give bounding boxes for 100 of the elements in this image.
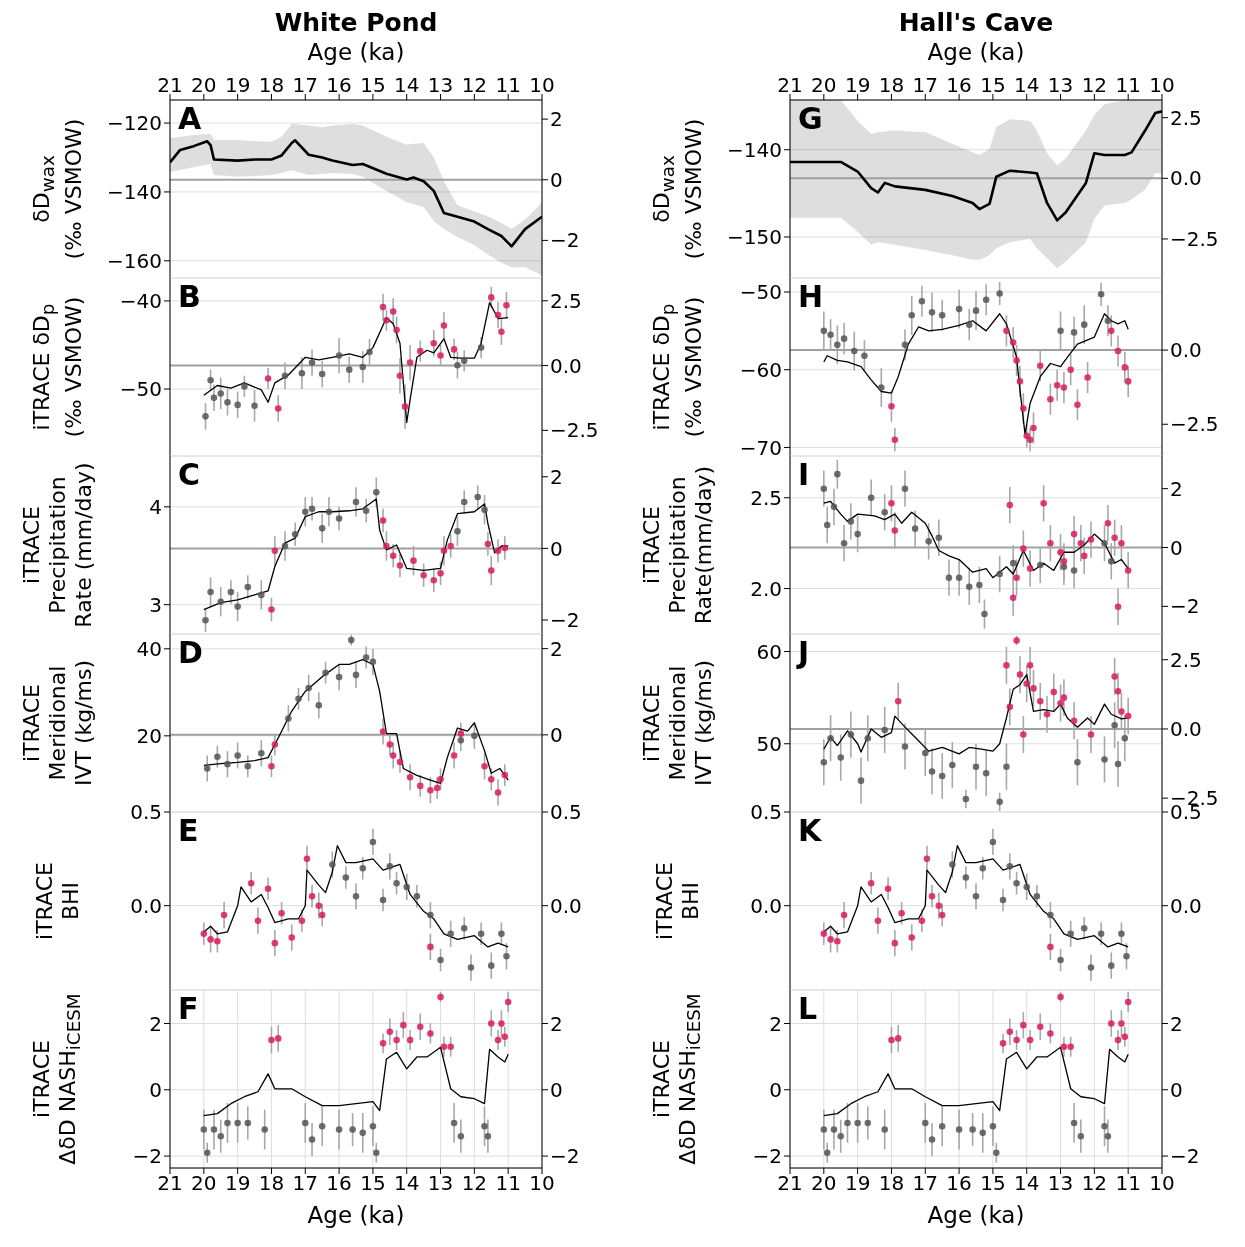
point xyxy=(430,576,438,584)
annotation: G xyxy=(798,101,823,136)
point xyxy=(979,864,987,872)
x-tick-label: 20 xyxy=(811,1171,837,1196)
y-tick-label: 50 xyxy=(756,731,782,756)
point xyxy=(1009,559,1017,567)
point xyxy=(989,838,997,846)
point xyxy=(894,698,902,705)
annotation: C xyxy=(178,457,201,492)
point xyxy=(827,734,834,742)
point xyxy=(925,538,932,545)
point xyxy=(972,893,980,900)
point xyxy=(420,572,427,579)
point xyxy=(1006,501,1014,509)
point xyxy=(840,911,848,919)
point xyxy=(498,1020,505,1027)
point xyxy=(244,583,252,591)
point xyxy=(366,348,373,356)
point xyxy=(1107,1020,1115,1027)
point xyxy=(427,911,434,919)
point xyxy=(315,702,323,709)
point xyxy=(487,962,495,969)
y2-tick-label: 2.5 xyxy=(550,288,582,313)
point xyxy=(498,328,505,336)
y2-tick-label: −2.5 xyxy=(1170,412,1219,437)
point xyxy=(1107,962,1115,969)
point xyxy=(935,902,943,909)
point xyxy=(503,302,510,309)
x-tick-label: 13 xyxy=(427,1171,454,1196)
point xyxy=(928,893,936,900)
point xyxy=(949,761,956,769)
point xyxy=(928,768,936,775)
point xyxy=(1016,671,1024,678)
point xyxy=(1036,698,1044,705)
y-tick-label: 0.0 xyxy=(130,893,162,918)
point xyxy=(258,591,265,599)
point xyxy=(827,936,834,943)
point xyxy=(379,728,387,735)
point xyxy=(1104,317,1112,325)
point xyxy=(1023,680,1031,688)
point xyxy=(258,749,265,757)
point xyxy=(288,934,296,941)
point xyxy=(254,917,262,924)
point xyxy=(935,534,943,542)
point xyxy=(898,909,905,917)
point xyxy=(268,606,275,613)
y-tick-label: −140 xyxy=(727,137,782,162)
x2-tick-label: 11 xyxy=(1115,73,1141,97)
y2-tick-label: −2.5 xyxy=(550,418,599,443)
x2-tick-label: 13 xyxy=(1047,73,1074,97)
point xyxy=(244,1119,252,1127)
point xyxy=(437,352,444,359)
point xyxy=(874,917,882,924)
point xyxy=(840,335,848,342)
point xyxy=(410,557,417,564)
y-tick-label: −60 xyxy=(739,357,782,382)
point xyxy=(318,911,326,919)
point xyxy=(1006,863,1014,870)
point xyxy=(224,1119,231,1127)
point xyxy=(234,603,241,610)
y2-tick-label: −2 xyxy=(1170,594,1200,619)
y-tick-label: 20 xyxy=(136,723,162,748)
point xyxy=(840,539,848,547)
y2-tick-label: −2 xyxy=(550,228,580,253)
annotation: D xyxy=(178,635,203,670)
point xyxy=(1084,374,1091,381)
point xyxy=(981,610,988,618)
point xyxy=(1111,673,1118,680)
y-tick-label: −70 xyxy=(739,435,782,460)
point xyxy=(264,375,272,382)
x2-tick-label: 13 xyxy=(427,73,454,97)
point xyxy=(393,879,400,887)
point xyxy=(396,562,404,569)
point xyxy=(1050,688,1058,696)
x2-tick-label: 10 xyxy=(529,73,555,97)
annotation: F xyxy=(178,991,199,1026)
point xyxy=(214,938,221,945)
point xyxy=(383,317,390,324)
point xyxy=(214,753,221,761)
x2-tick-label: 14 xyxy=(394,73,420,97)
point xyxy=(318,370,326,378)
point xyxy=(999,896,1007,904)
point xyxy=(908,312,916,319)
annotation: J xyxy=(798,635,810,670)
point xyxy=(1070,530,1078,538)
point xyxy=(1047,943,1054,951)
point xyxy=(447,1043,454,1050)
point xyxy=(389,752,397,759)
x2-tick-label: 17 xyxy=(912,73,938,97)
point xyxy=(1080,552,1088,560)
x2-tick-label: 21 xyxy=(777,73,803,97)
point xyxy=(881,726,888,734)
point xyxy=(433,784,441,792)
point xyxy=(834,341,841,349)
point xyxy=(965,321,973,328)
point xyxy=(1114,347,1122,355)
point xyxy=(1003,327,1010,335)
y-tick-label: −160 xyxy=(107,248,162,273)
point xyxy=(1077,539,1085,547)
point xyxy=(1020,545,1027,552)
